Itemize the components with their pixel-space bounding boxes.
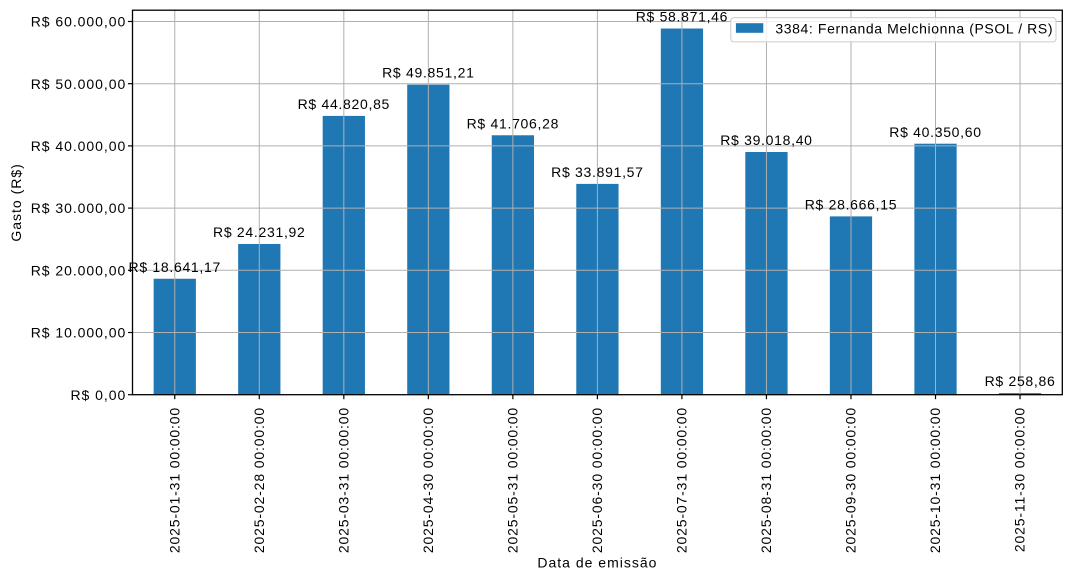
svg-text:2025-09-30 00:00:00: 2025-09-30 00:00:00: [843, 407, 859, 553]
svg-text:2025-02-28 00:00:00: 2025-02-28 00:00:00: [251, 407, 267, 553]
svg-text:R$ 10.000,00: R$ 10.000,00: [31, 325, 126, 341]
svg-text:2025-04-30 00:00:00: 2025-04-30 00:00:00: [420, 407, 436, 553]
svg-text:R$ 41.706,28: R$ 41.706,28: [467, 115, 559, 131]
svg-text:R$ 49.851,21: R$ 49.851,21: [382, 65, 474, 81]
svg-text:R$ 39.018,40: R$ 39.018,40: [720, 132, 812, 148]
svg-text:R$ 60.000,00: R$ 60.000,00: [31, 14, 126, 30]
svg-text:2025-10-31 00:00:00: 2025-10-31 00:00:00: [927, 407, 943, 553]
svg-text:R$ 50.000,00: R$ 50.000,00: [31, 76, 126, 92]
svg-text:R$ 24.231,92: R$ 24.231,92: [213, 224, 305, 240]
svg-text:2025-07-31 00:00:00: 2025-07-31 00:00:00: [674, 407, 690, 553]
svg-text:2025-01-31 00:00:00: 2025-01-31 00:00:00: [166, 407, 182, 553]
svg-text:2025-05-31 00:00:00: 2025-05-31 00:00:00: [504, 407, 520, 553]
svg-text:R$ 40.350,60: R$ 40.350,60: [889, 124, 981, 140]
svg-text:Gasto (R$): Gasto (R$): [8, 163, 24, 241]
svg-text:R$ 0,00: R$ 0,00: [71, 387, 127, 403]
svg-text:2025-11-30 00:00:00: 2025-11-30 00:00:00: [1012, 407, 1028, 552]
svg-text:R$ 58.871,46: R$ 58.871,46: [636, 9, 728, 25]
svg-text:3384: Fernanda Melchionna (PSO: 3384: Fernanda Melchionna (PSOL / RS): [775, 20, 1053, 36]
svg-text:R$ 18.641,17: R$ 18.641,17: [129, 259, 221, 275]
svg-text:R$ 44.820,85: R$ 44.820,85: [298, 96, 390, 112]
svg-text:R$ 40.000,00: R$ 40.000,00: [31, 138, 126, 154]
svg-text:R$ 258,86: R$ 258,86: [985, 373, 1056, 389]
svg-text:Data de emissão: Data de emissão: [537, 554, 657, 570]
svg-text:R$ 30.000,00: R$ 30.000,00: [31, 200, 126, 216]
svg-text:R$ 20.000,00: R$ 20.000,00: [31, 262, 126, 278]
svg-text:2025-03-31 00:00:00: 2025-03-31 00:00:00: [335, 407, 351, 553]
svg-text:R$ 28.666,15: R$ 28.666,15: [805, 196, 897, 212]
svg-text:2025-08-31 00:00:00: 2025-08-31 00:00:00: [758, 407, 774, 553]
svg-text:R$ 33.891,57: R$ 33.891,57: [551, 164, 643, 180]
svg-text:2025-06-30 00:00:00: 2025-06-30 00:00:00: [589, 407, 605, 553]
